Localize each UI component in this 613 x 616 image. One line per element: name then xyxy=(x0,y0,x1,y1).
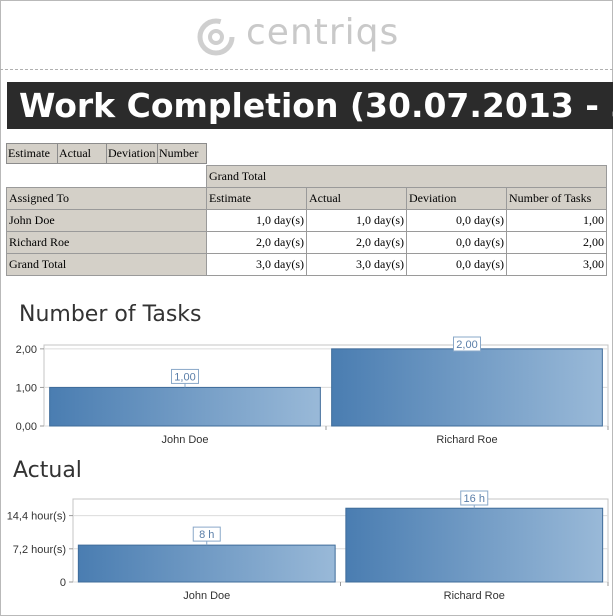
bar[interactable] xyxy=(77,544,336,583)
pivot-grid: Grand Total Assigned To Estimate Actual … xyxy=(6,165,607,276)
chart-title-number-of-tasks: Number of Tasks xyxy=(19,302,202,327)
cell-estimate: 3,0 day(s) xyxy=(206,253,307,276)
cell-estimate: 1,0 day(s) xyxy=(206,209,307,232)
x-tick-label: Richard Roe xyxy=(444,590,505,602)
x-tick-label: Richard Roe xyxy=(436,434,497,446)
bar[interactable] xyxy=(49,386,321,427)
column-header-estimate[interactable]: Estimate xyxy=(206,187,307,210)
cell-number-of-tasks: 1,00 xyxy=(506,209,607,232)
cell-estimate: 2,0 day(s) xyxy=(206,231,307,254)
pivot-corner xyxy=(7,166,207,188)
chart-title-actual: Actual xyxy=(13,458,82,483)
data-label-box xyxy=(171,368,199,384)
report-title: Work Completion (30.07.2013 - 30.0 xyxy=(19,86,613,125)
actual-chart: 0 7,2 hour(s) 14,4 hour(s) 8 h John Doe 16 h R… xyxy=(7,490,609,602)
table-row-grand-total: Grand Total 3,0 day(s) 3,0 day(s) 0,0 da… xyxy=(6,253,607,276)
data-label-box xyxy=(453,336,481,352)
row-header[interactable]: John Doe xyxy=(6,209,207,232)
bar[interactable] xyxy=(331,348,603,427)
row-header[interactable]: Richard Roe xyxy=(6,231,207,254)
y-tick-label: 1,00 xyxy=(16,382,37,394)
bar[interactable] xyxy=(345,507,604,583)
logo-text: centriqs xyxy=(246,12,400,53)
column-group-header[interactable]: Grand Total xyxy=(206,165,607,188)
column-header-deviation[interactable]: Deviation xyxy=(406,187,507,210)
field-actual[interactable]: Actual xyxy=(57,143,107,164)
y-tick-label: 2,00 xyxy=(16,344,37,356)
data-label: 16 h xyxy=(464,493,485,505)
number-of-tasks-chart: 0,00 1,00 2,00 1,00 John Doe 2,00 Richard Roe xyxy=(16,336,609,446)
cell-number-of-tasks: 2,00 xyxy=(506,231,607,254)
field-estimate[interactable]: Estimate xyxy=(6,143,58,164)
row-header[interactable]: Grand Total xyxy=(6,253,207,276)
field-number[interactable]: Number xyxy=(157,143,207,164)
cell-actual: 2,0 day(s) xyxy=(306,231,407,254)
header-divider xyxy=(0,69,613,70)
logo: centriqs xyxy=(0,0,613,68)
cell-deviation: 0,0 day(s) xyxy=(406,253,507,276)
x-tick-label: John Doe xyxy=(183,590,230,602)
cell-number-of-tasks: 3,00 xyxy=(506,253,607,276)
centriqs-logo-icon xyxy=(197,18,235,56)
column-header-actual[interactable]: Actual xyxy=(306,187,407,210)
table-row: Richard Roe 2,0 day(s) 2,0 day(s) 0,0 da… xyxy=(6,231,607,254)
data-label: 8 h xyxy=(199,529,214,541)
data-label-box xyxy=(192,526,221,542)
report-title-bar: Work Completion (30.07.2013 - 30.0 xyxy=(7,82,613,129)
cell-deviation: 0,0 day(s) xyxy=(406,209,507,232)
data-label: 1,00 xyxy=(174,371,195,383)
cell-deviation: 0,0 day(s) xyxy=(406,231,507,254)
data-label-box xyxy=(460,490,489,506)
y-tick-label: 0 xyxy=(60,577,66,589)
y-tick-label: 0,00 xyxy=(16,421,37,433)
table-row: John Doe 1,0 day(s) 1,0 day(s) 0,0 day(s… xyxy=(6,209,607,232)
field-deviation[interactable]: Deviation xyxy=(106,143,158,164)
x-tick-label: John Doe xyxy=(161,434,208,446)
cell-actual: 1,0 day(s) xyxy=(306,209,407,232)
column-header-number-of-tasks[interactable]: Number of Tasks xyxy=(506,187,607,210)
cell-actual: 3,0 day(s) xyxy=(306,253,407,276)
data-label: 2,00 xyxy=(456,339,477,351)
y-tick-label: 14,4 hour(s) xyxy=(7,511,66,523)
data-field-list: Estimate Actual Deviation Number xyxy=(6,143,207,164)
y-tick-label: 7,2 hour(s) xyxy=(13,544,66,556)
row-field-header[interactable]: Assigned To xyxy=(6,187,207,210)
